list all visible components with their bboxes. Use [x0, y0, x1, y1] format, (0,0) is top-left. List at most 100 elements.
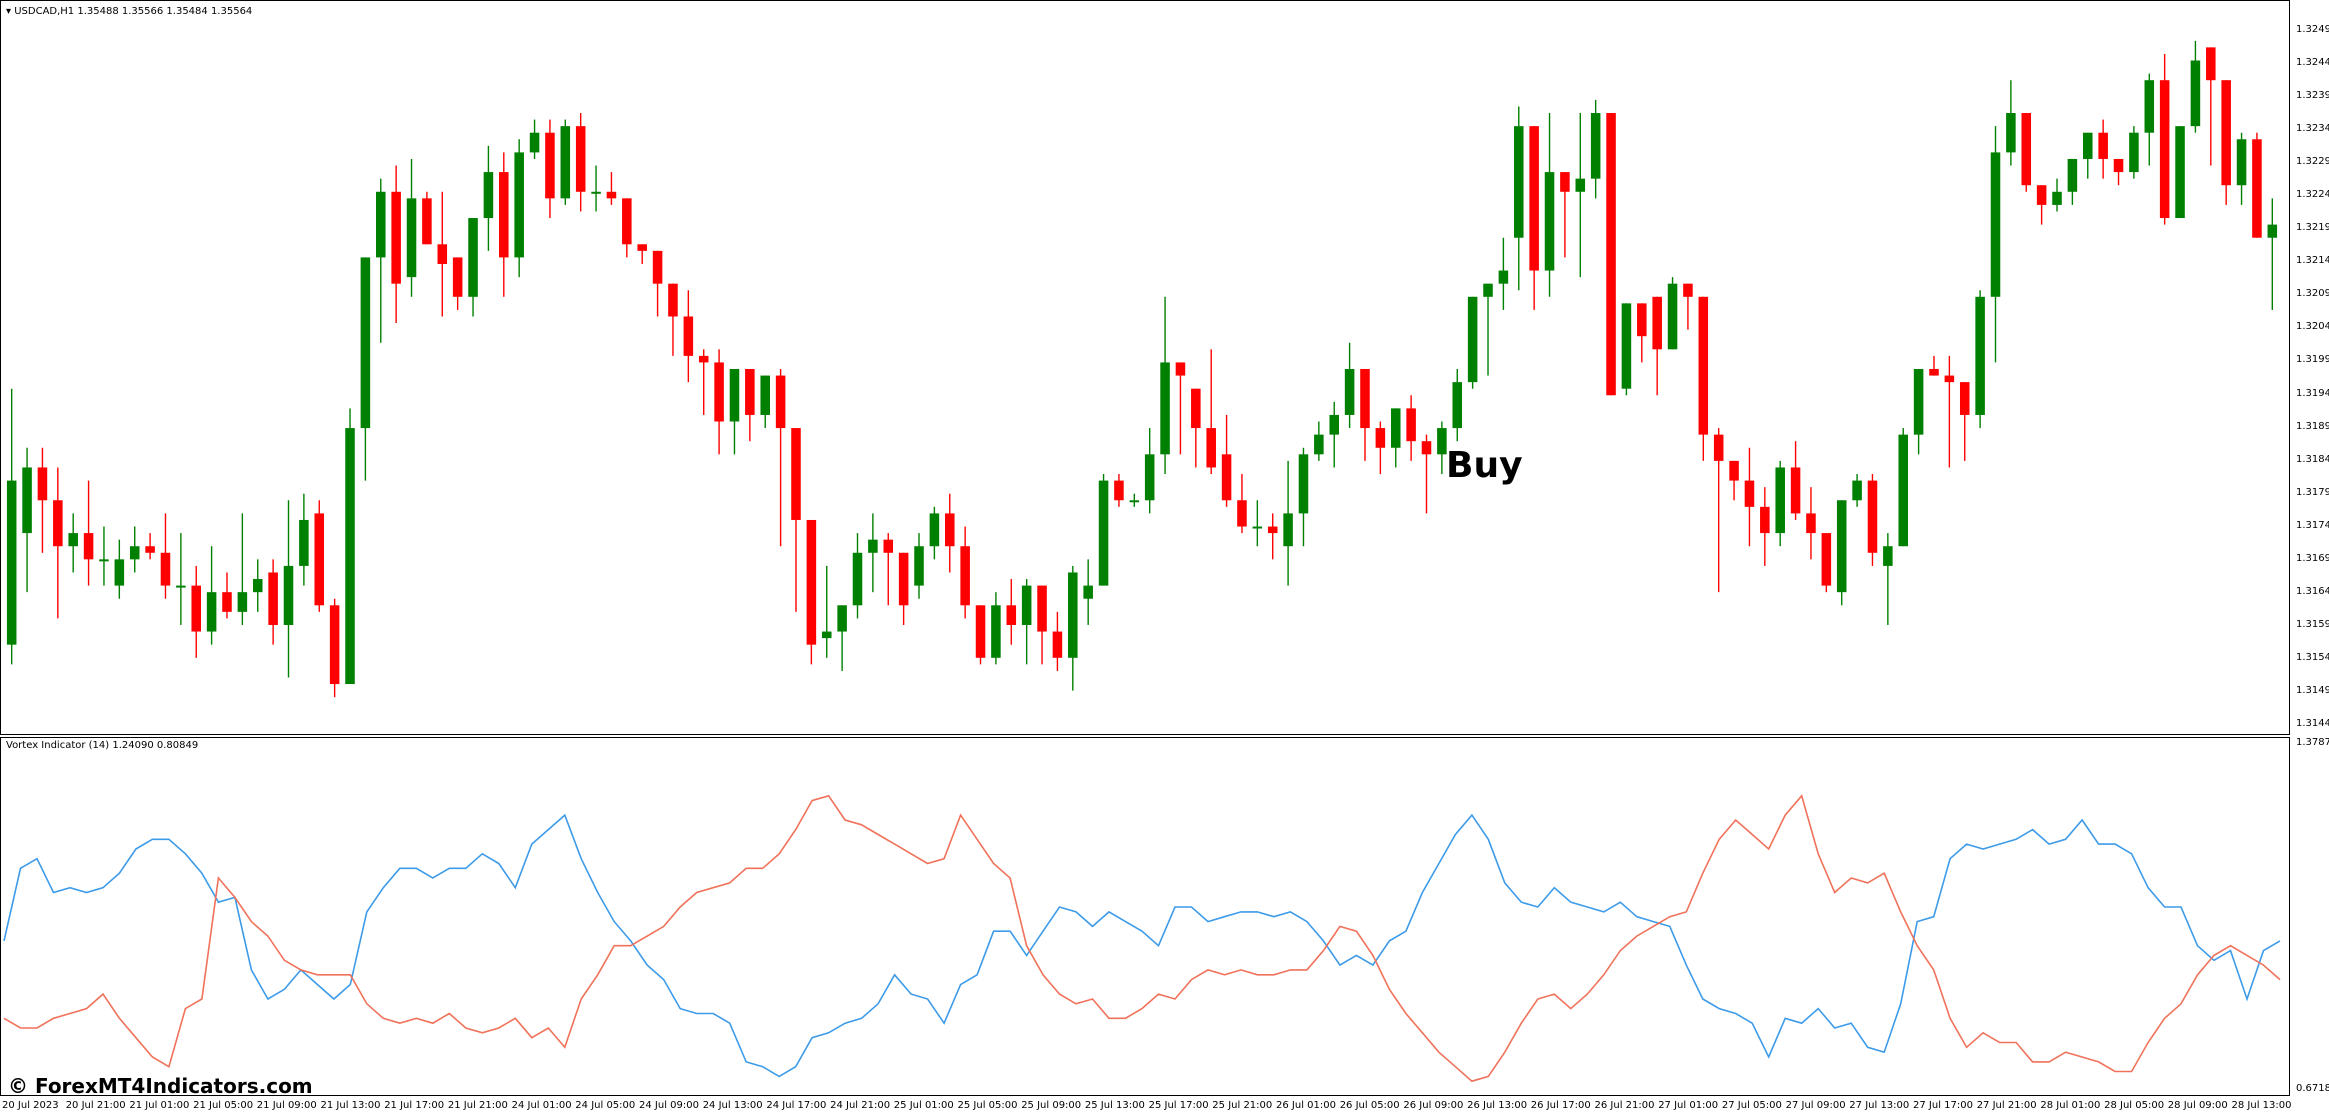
time-axis-label: 25 Jul 09:00	[1021, 1100, 1082, 1111]
bullish-candle	[2190, 60, 2201, 127]
bearish-candle	[1114, 480, 1124, 501]
price-axis-label: 1.32345	[2296, 123, 2329, 135]
bearish-candle	[1360, 369, 1370, 429]
vortex-axis-max: 1.37874	[2296, 737, 2329, 748]
bearish-candle	[575, 126, 586, 192]
bearish-candle	[652, 250, 663, 284]
bearish-candle	[668, 283, 678, 317]
bullish-candle	[1575, 178, 1586, 192]
bearish-candle	[606, 191, 617, 199]
price-axis-label: 1.31945	[2296, 387, 2329, 399]
time-axis-label: 25 Jul 13:00	[1084, 1100, 1145, 1111]
indicator-info: Vortex Indicator (14) 1.24090 0.80849	[6, 740, 199, 751]
bearish-candle	[1637, 303, 1647, 337]
time-axis-label: 25 Jul 01:00	[893, 1100, 954, 1111]
time-axis-label: 27 Jul 09:00	[1785, 1100, 1846, 1111]
bullish-candle	[283, 565, 294, 625]
bullish-candle	[129, 546, 140, 560]
bullish-candle	[176, 585, 186, 588]
bullish-candle	[483, 172, 494, 219]
bearish-candle	[1560, 172, 1570, 192]
bullish-candle	[1129, 500, 1140, 503]
bullish-candle	[406, 198, 417, 278]
bearish-candle	[975, 605, 986, 658]
bullish-candle	[237, 592, 248, 612]
price-candles	[6, 40, 2278, 698]
bearish-candle	[791, 428, 801, 520]
bearish-candle	[898, 552, 909, 606]
bearish-candle	[683, 316, 694, 356]
bearish-candle	[437, 244, 448, 264]
bullish-candle	[1883, 546, 1893, 566]
bullish-candle	[1390, 408, 1401, 448]
price-axis-label: 1.31545	[2296, 651, 2329, 663]
bearish-candle	[1713, 434, 1724, 461]
bearish-candle	[1175, 362, 1186, 376]
bullish-candle	[1344, 369, 1355, 415]
bullish-candle	[206, 592, 217, 632]
bearish-candle	[698, 355, 709, 363]
bearish-candle	[745, 369, 755, 415]
bearish-candle	[1221, 454, 1232, 501]
bullish-candle	[1483, 283, 1493, 297]
bullish-candle	[1775, 467, 1785, 534]
bearish-candle	[1006, 605, 1017, 625]
bearish-candle	[945, 513, 955, 547]
time-axis-label: 28 Jul 09:00	[2167, 1100, 2228, 1111]
bearish-candle	[1729, 460, 1739, 481]
time-axis-label: 24 Jul 17:00	[766, 1100, 827, 1111]
dropdown-triangle-icon[interactable]: ▾	[6, 6, 12, 17]
time-axis-label: 28 Jul 05:00	[2104, 1100, 2165, 1111]
bearish-candle	[1529, 126, 1539, 271]
price-chart-window[interactable]	[0, 0, 2290, 735]
buy-annotation: Buy	[1446, 445, 1523, 486]
bullish-candle	[560, 126, 571, 199]
vortex-indicator-window[interactable]	[0, 737, 2290, 1096]
price-axis-label: 1.32245	[2296, 189, 2329, 201]
bearish-candle	[452, 257, 463, 297]
bullish-candle	[2175, 126, 2185, 219]
bearish-candle	[314, 513, 325, 606]
bearish-candle	[2098, 132, 2108, 159]
bullish-candle	[514, 152, 524, 258]
bullish-candle	[2129, 132, 2139, 173]
time-axis-label: 20 Jul 21:00	[65, 1100, 126, 1111]
price-axis-label: 1.31645	[2296, 585, 2329, 597]
time-axis-label: 27 Jul 17:00	[1913, 1100, 1973, 1111]
bearish-candle	[1760, 506, 1770, 534]
bullish-candle	[1068, 572, 1078, 658]
bearish-candle	[329, 605, 340, 685]
bullish-candle	[299, 519, 309, 566]
bearish-candle	[1683, 283, 1693, 297]
bullish-candle	[1990, 152, 2001, 297]
bearish-candle	[1806, 513, 1816, 534]
time-axis-label: 24 Jul 01:00	[511, 1100, 572, 1111]
bullish-candle	[591, 191, 601, 194]
bullish-candle	[1437, 428, 1447, 455]
bearish-candle	[1206, 428, 1216, 468]
time-axis-label: 27 Jul 01:00	[1658, 1100, 1719, 1111]
bullish-candle	[1314, 434, 1324, 455]
bearish-candle	[637, 244, 647, 251]
time-axis-label: 21 Jul 01:00	[129, 1100, 190, 1111]
bullish-candle	[22, 467, 32, 534]
bullish-candle	[2083, 132, 2093, 159]
bullish-candle	[1021, 585, 1032, 625]
vortex-axis-min: 0.67183	[2296, 1083, 2329, 1094]
price-axis-label: 1.32395	[2296, 90, 2329, 102]
bullish-candle	[729, 369, 740, 422]
time-axis-label: 28 Jul 01:00	[2040, 1100, 2101, 1111]
bullish-candle	[1514, 126, 1524, 238]
bearish-candle	[2159, 80, 2170, 219]
bullish-candle	[114, 559, 125, 586]
price-axis-label: 1.32045	[2296, 321, 2329, 333]
bullish-candle	[529, 132, 540, 153]
price-axis-label: 1.31795	[2296, 486, 2329, 498]
price-axis-label: 1.31995	[2296, 354, 2329, 366]
time-axis-label: 27 Jul 21:00	[1976, 1100, 2037, 1111]
price-axis-label: 1.32095	[2296, 288, 2329, 300]
bullish-candle	[2267, 224, 2278, 238]
bullish-candle	[1898, 434, 1908, 547]
time-axis-label: 25 Jul 21:00	[1212, 1100, 1273, 1111]
bearish-candle	[1421, 441, 1432, 455]
